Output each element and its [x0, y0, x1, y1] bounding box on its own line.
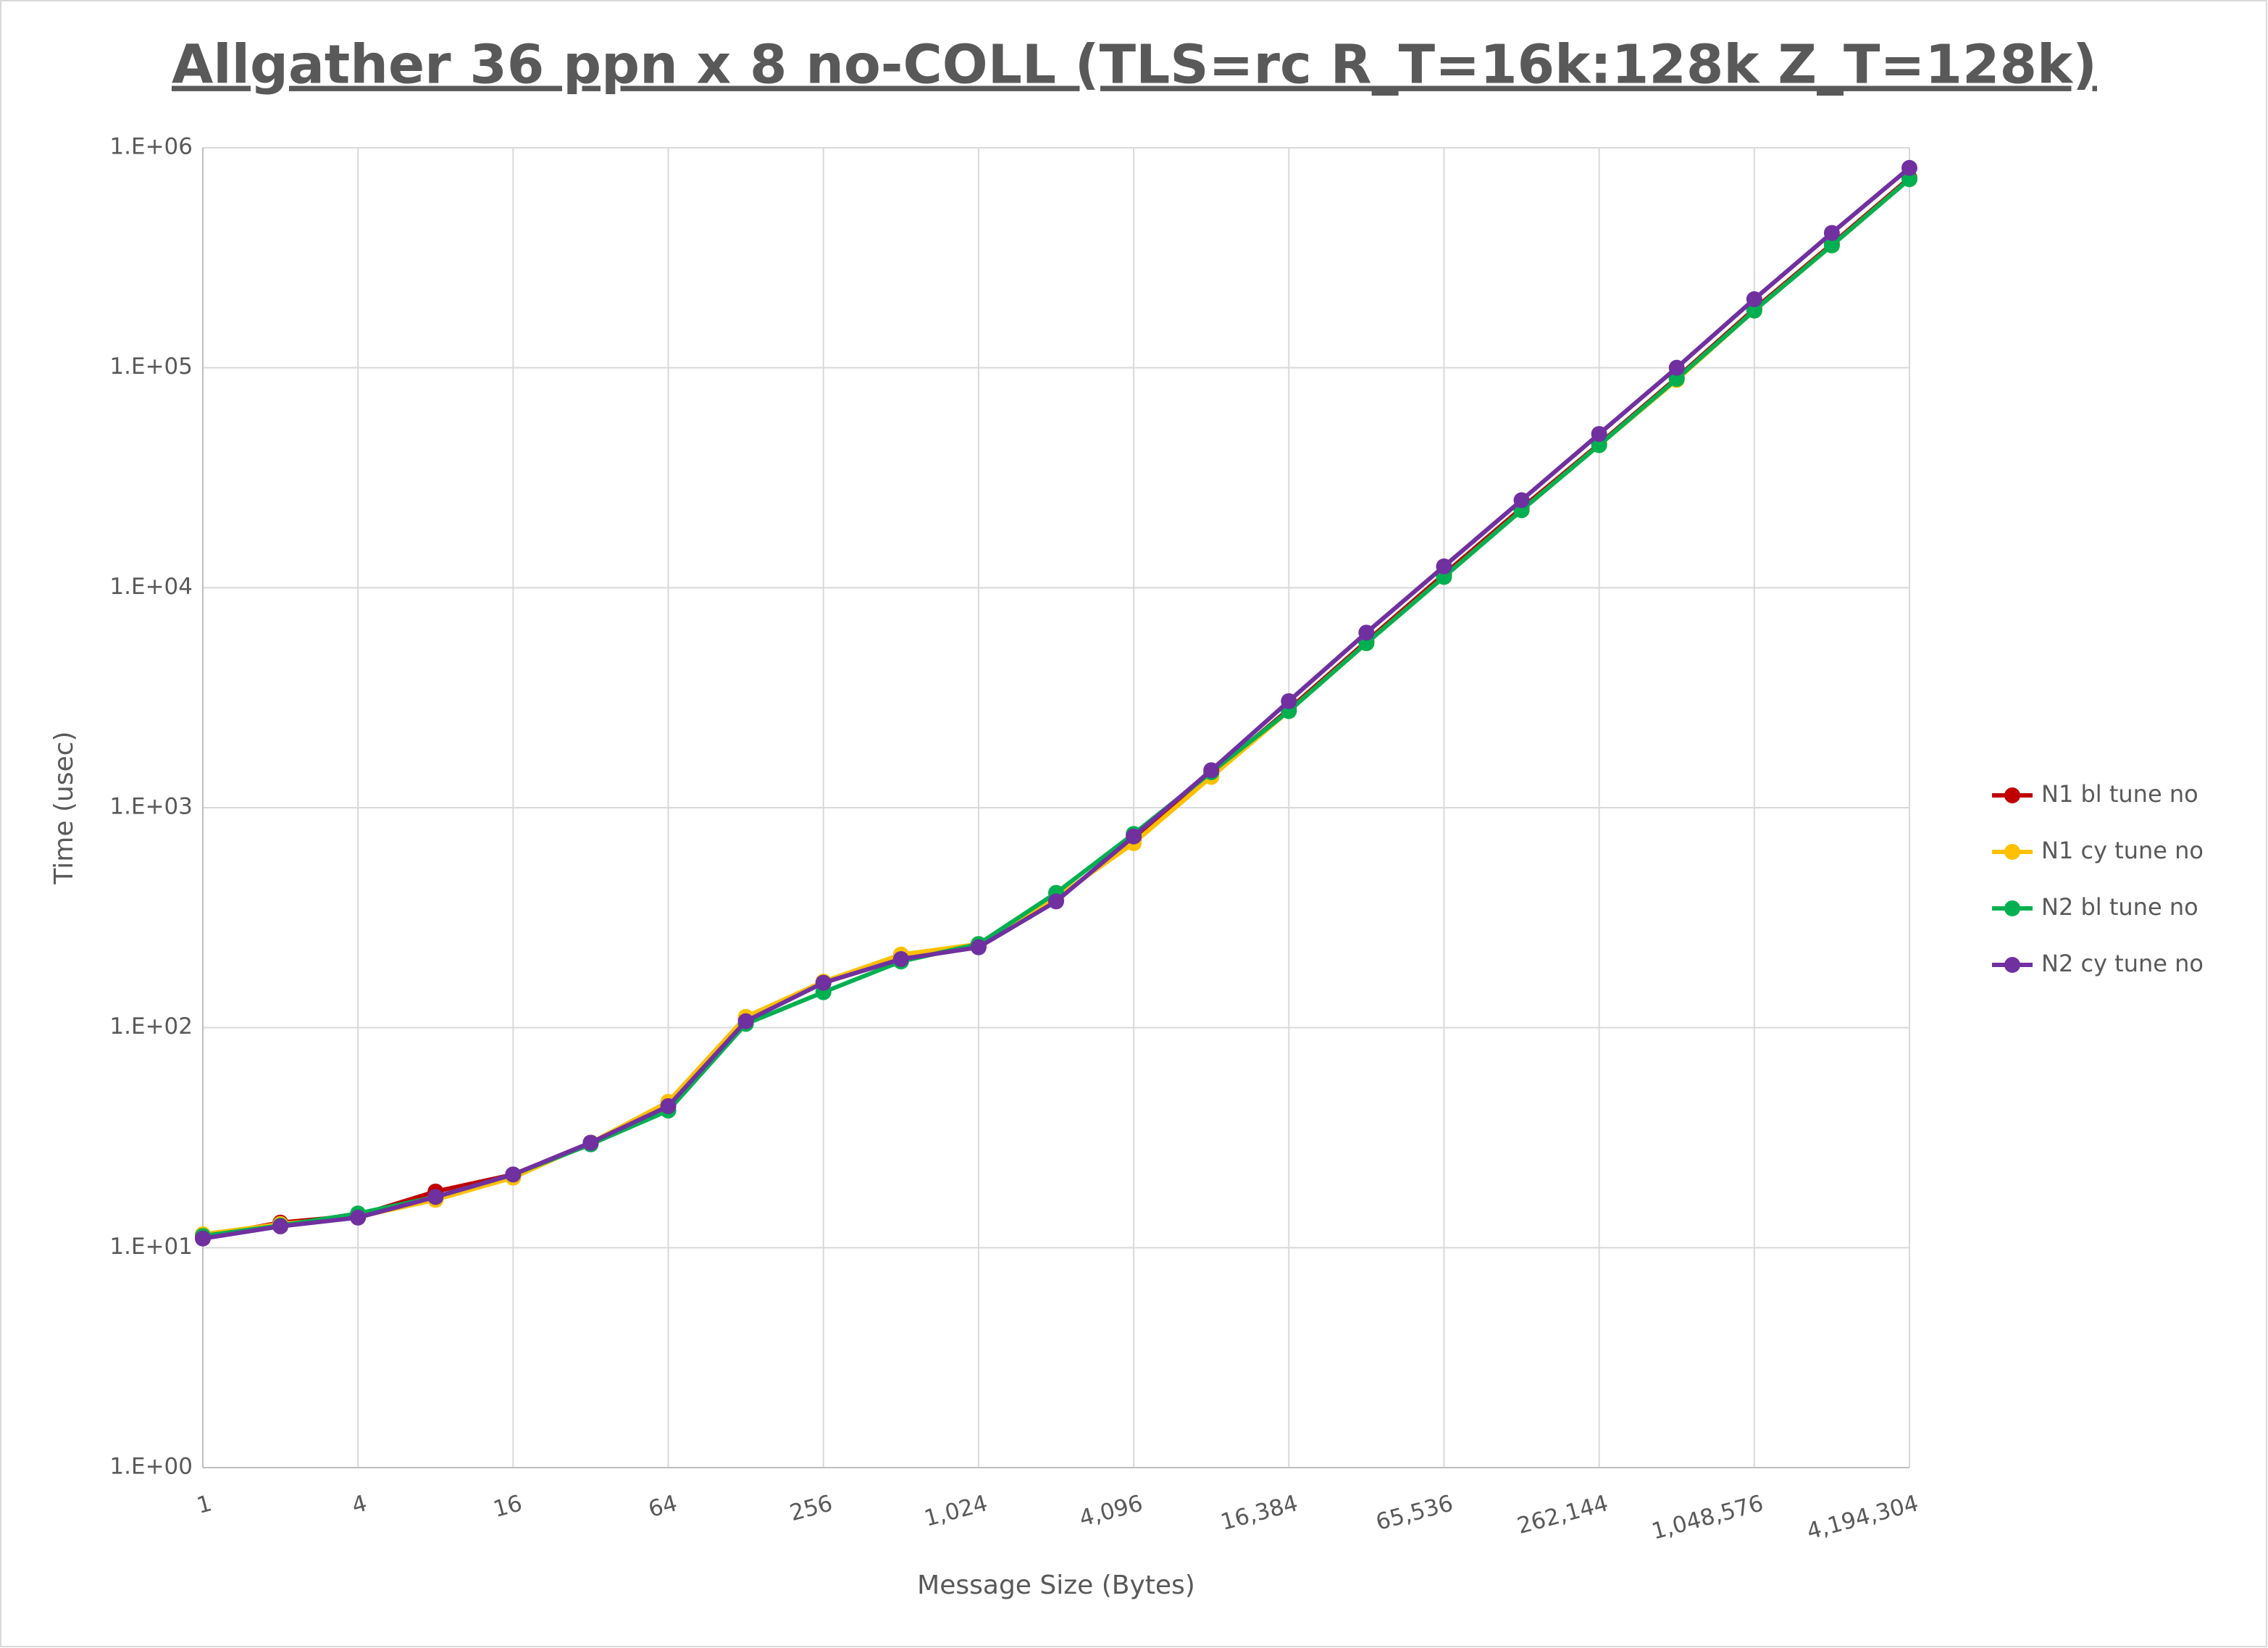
marker [1668, 371, 1685, 388]
marker [660, 1097, 677, 1114]
marker [1746, 302, 1762, 319]
legend-label: N1 bl tune no [2041, 780, 2198, 808]
marker [1126, 828, 1142, 845]
marker [1901, 159, 1917, 176]
marker [1203, 762, 1220, 779]
legend-label: N2 cy tune no [2041, 950, 2204, 977]
y-tick-label: 1.E+00 [109, 1454, 193, 1480]
marker [1436, 558, 1452, 574]
legend-marker [2004, 844, 2020, 860]
y-tick-label: 1.E+03 [109, 794, 193, 820]
marker [1591, 426, 1607, 443]
chart-title: Allgather 36 ppn x 8 no-COLL (TLS=rc R_T… [172, 34, 2097, 96]
marker [1901, 171, 1917, 188]
marker [737, 1013, 754, 1029]
marker [272, 1218, 289, 1234]
marker [970, 939, 987, 955]
y-axis-title: Time (usec) [49, 731, 79, 884]
y-tick-label: 1.E+06 [109, 134, 193, 160]
marker [892, 950, 909, 967]
y-tick-label: 1.E+05 [109, 354, 193, 380]
marker [1358, 624, 1375, 641]
marker [1281, 693, 1297, 709]
marker [350, 1209, 367, 1226]
legend-marker [2004, 787, 2020, 803]
y-tick-label: 1.E+04 [109, 574, 193, 600]
marker [427, 1189, 444, 1205]
y-tick-label: 1.E+02 [109, 1013, 193, 1040]
legend-label: N2 bl tune no [2041, 893, 2198, 921]
marker [1823, 237, 1840, 254]
marker [505, 1166, 522, 1183]
x-axis-title: Message Size (Bytes) [917, 1570, 1195, 1600]
legend-label: N1 cy tune no [2041, 837, 2204, 864]
marker [1513, 492, 1530, 509]
legend-marker [2004, 900, 2020, 916]
marker [195, 1230, 211, 1247]
marker [1048, 893, 1064, 910]
legend-marker [2004, 957, 2020, 973]
marker [815, 974, 832, 991]
marker [1823, 225, 1840, 241]
marker [1746, 290, 1762, 307]
marker [1591, 437, 1607, 453]
marker [1668, 359, 1685, 376]
y-tick-label: 1.E+01 [109, 1234, 193, 1260]
marker [582, 1134, 599, 1151]
